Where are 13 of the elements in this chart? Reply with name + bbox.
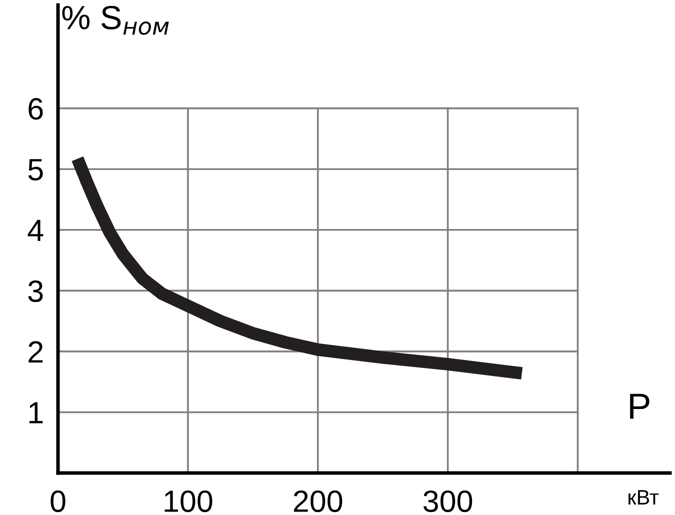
y-tick-label: 3: [28, 280, 43, 302]
y-tick-label: 4: [28, 220, 44, 241]
y-tick-label: 6: [28, 98, 43, 120]
x-tick-label: 100: [164, 490, 212, 512]
x-tick-label: 200: [294, 490, 342, 512]
x-tick-label: 0: [50, 490, 66, 512]
y-axis-title: % S$_{ном}$: [62, 6, 169, 35]
x-axis-title: P: [630, 394, 650, 419]
x-tick-label: 300: [423, 490, 472, 512]
y-tick-label: 1: [29, 402, 43, 424]
text: кВт: [628, 490, 659, 504]
y-tick-label: 2: [28, 341, 43, 363]
y-tick-label: 5: [28, 159, 43, 180]
